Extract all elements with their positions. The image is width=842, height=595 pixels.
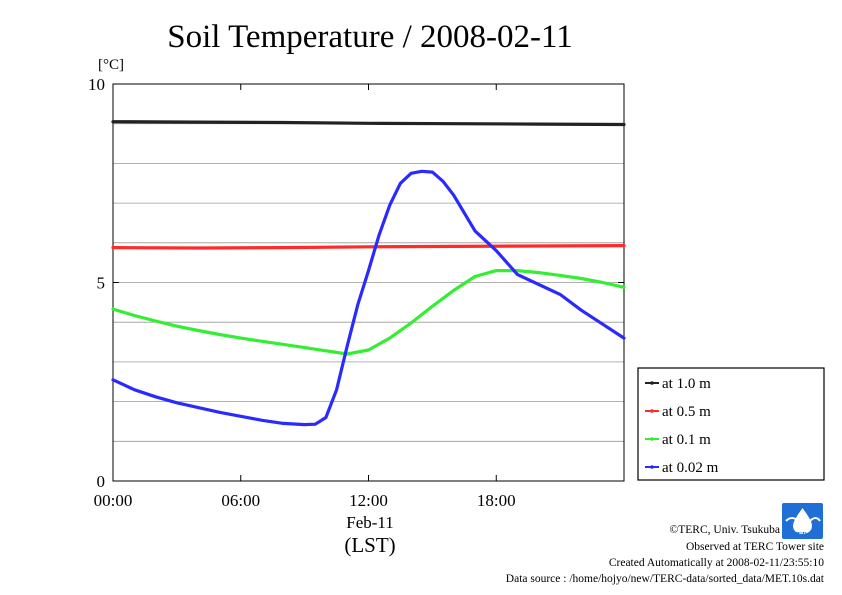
legend-label: at 1.0 m — [662, 376, 711, 392]
y-tick-label: 5 — [97, 274, 106, 293]
legend-item: at 0.5 m — [645, 404, 711, 420]
terc-logo: TERC — [782, 503, 823, 539]
terc-logo-text: TERC — [793, 531, 812, 539]
y-axis-ticks: 0 5 10 — [88, 75, 624, 491]
y-axis-unit-label: [°C] — [98, 57, 124, 73]
footer-credit: ©TERC, Univ. Tsukuba — [670, 524, 780, 536]
legend-item: at 1.0 m — [645, 376, 711, 392]
legend-item: at 0.02 m — [645, 460, 719, 476]
legend-item: at 0.1 m — [645, 432, 711, 448]
x-tick-label: 12:00 — [349, 491, 388, 510]
series-line-3 — [111, 169, 626, 427]
legend-box — [637, 367, 825, 481]
x-tick-label: 18:00 — [477, 491, 516, 510]
x-axis-ticks: 00:00 06:00 12:00 18:00 — [94, 84, 516, 510]
legend-label: at 0.5 m — [662, 404, 711, 420]
series-lines — [111, 120, 626, 427]
y-tick-label: 10 — [88, 75, 105, 94]
horizontal-grid — [113, 123, 624, 442]
y-tick-label: 0 — [97, 472, 106, 491]
legend-label: at 0.02 m — [662, 460, 719, 476]
legend-marker — [650, 437, 654, 441]
chart-title: Soil Temperature / 2008-02-11 — [167, 19, 573, 55]
x-axis-unit-label: (LST) — [344, 533, 395, 557]
legend: at 1.0 m at 0.5 m at 0.1 m at 0.02 m — [637, 367, 825, 481]
x-tick-label: 06:00 — [221, 491, 260, 510]
footer-created: Created Automatically at 2008-02-11/23:5… — [609, 557, 824, 569]
series-line-1 — [111, 244, 626, 250]
series-line-0 — [111, 120, 626, 127]
legend-label: at 0.1 m — [662, 432, 711, 448]
series-line-2 — [111, 269, 626, 356]
legend-marker — [650, 381, 654, 385]
legend-marker — [650, 465, 654, 469]
x-axis-date-label: Feb-11 — [346, 513, 394, 532]
x-tick-label: 00:00 — [94, 491, 133, 510]
legend-marker — [650, 409, 654, 413]
footer-data-source: Data source : /home/hojyo/new/TERC-data/… — [506, 573, 825, 585]
footer-site: Observed at TERC Tower site — [686, 541, 824, 553]
